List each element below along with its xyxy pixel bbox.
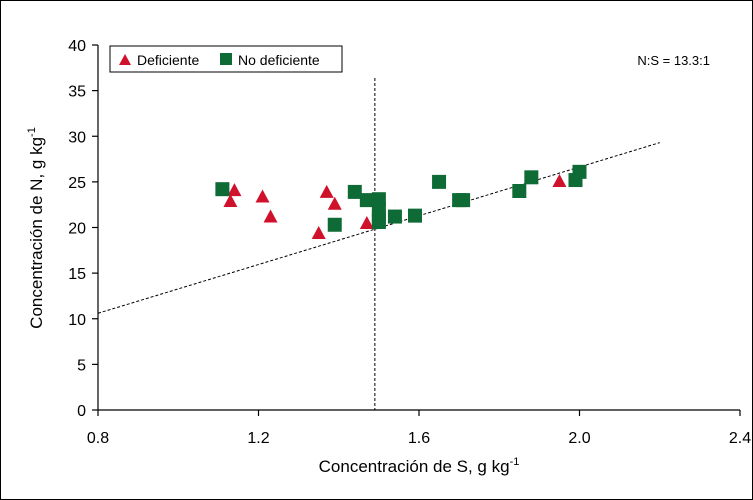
point-deficiente	[255, 189, 270, 203]
y-tick-label: 25	[68, 175, 86, 192]
x-tick-label: 2.4	[729, 430, 751, 447]
y-tick-label: 15	[68, 266, 86, 283]
point-no-deficiente	[407, 208, 422, 223]
y-tick-label: 20	[68, 221, 86, 238]
y-tick-label: 10	[68, 312, 86, 329]
y-ticks: 0 5 10 15 20 25 30 35 40	[68, 38, 98, 420]
x-tick-label: 0.8	[87, 430, 109, 447]
annotation-ratio: N:S = 13.3:1	[637, 53, 710, 68]
x-ticks: 0.8 1.2 1.6 2.0 2.4	[87, 410, 751, 447]
point-no-deficiente	[432, 174, 447, 189]
y-tick-label: 35	[68, 84, 86, 101]
x-tick-label: 1.6	[408, 430, 430, 447]
y-tick-label: 0	[77, 403, 86, 420]
point-no-deficiente	[371, 215, 386, 230]
x-axis-title: Concentración de S, g kg-1	[319, 456, 520, 476]
point-deficiente	[319, 184, 334, 198]
y-tick-label: 40	[68, 38, 86, 55]
legend-triangle-icon	[119, 54, 131, 65]
legend: Deficiente No deficiente	[109, 45, 343, 73]
trend-line	[97, 142, 660, 314]
point-no-deficiente	[524, 170, 539, 185]
point-no-deficiente	[456, 193, 471, 208]
reference-lines	[97, 78, 660, 410]
point-no-deficiente	[347, 184, 362, 199]
point-no-deficiente	[387, 209, 402, 224]
legend-label-deficiente: Deficiente	[137, 52, 199, 68]
point-no-deficiente	[359, 193, 374, 208]
point-no-deficiente	[215, 182, 230, 197]
data-points	[215, 164, 587, 239]
point-no-deficiente	[572, 164, 587, 179]
point-deficiente	[359, 215, 374, 229]
point-no-deficiente	[512, 184, 527, 198]
legend-square-icon	[220, 53, 232, 65]
x-tick-label: 2.0	[568, 430, 590, 447]
point-deficiente	[227, 183, 242, 197]
y-tick-label: 30	[68, 129, 86, 146]
point-deficiente	[552, 173, 567, 187]
y-tick-label: 5	[77, 357, 86, 374]
point-deficiente	[263, 209, 278, 223]
point-deficiente	[327, 196, 342, 210]
x-tick-label: 1.2	[247, 430, 269, 447]
legend-label-no-deficiente: No deficiente	[238, 52, 320, 68]
point-deficiente	[223, 194, 238, 208]
point-no-deficiente	[327, 217, 342, 232]
y-axis-title: Concentración de N, g kg-1	[26, 127, 46, 329]
point-deficiente	[311, 225, 326, 239]
